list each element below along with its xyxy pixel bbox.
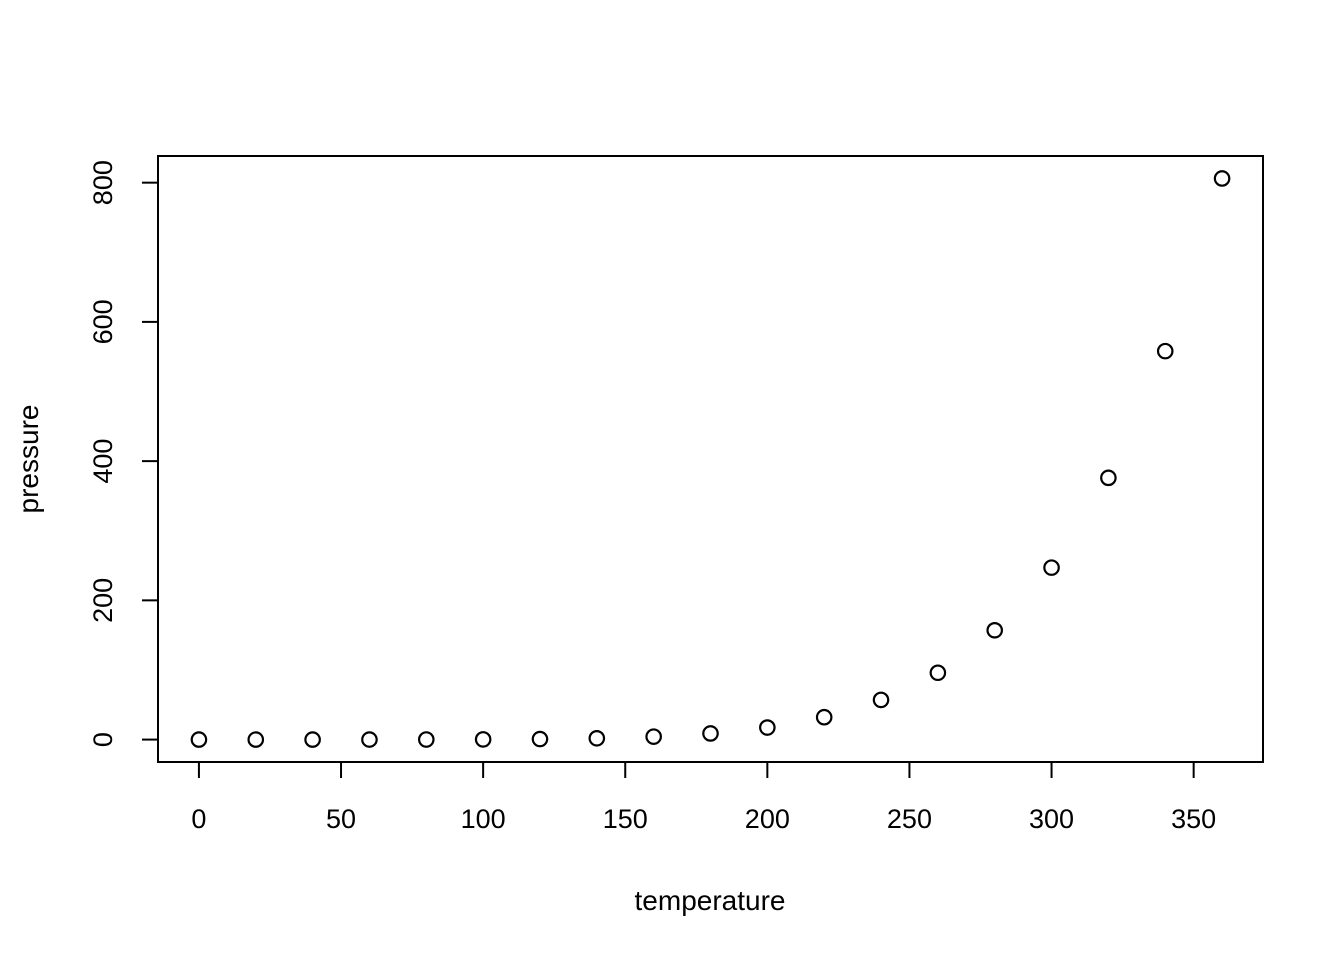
data-point-marker: [986, 621, 1004, 639]
data-point-marker: [304, 731, 321, 748]
data-point-marker: [1100, 469, 1117, 487]
x-axis-title: temperature: [635, 885, 786, 916]
data-point-marker: [815, 708, 833, 726]
data-point-marker: [759, 719, 776, 736]
x-tick-label: 200: [745, 804, 790, 834]
y-tick-label: 800: [88, 160, 118, 205]
y-tick-label: 200: [88, 578, 118, 623]
data-point-marker: [417, 731, 435, 748]
data-point-marker: [247, 731, 265, 748]
y-tick-label: 0: [88, 732, 118, 747]
plot-border: [157, 155, 1264, 763]
y-tick-label: 600: [88, 299, 118, 344]
data-point-marker: [1043, 559, 1060, 576]
data-point-marker: [929, 664, 947, 682]
x-tick-label: 350: [1171, 804, 1216, 834]
data-point-marker: [190, 731, 208, 748]
x-tick-label: 250: [887, 804, 932, 834]
data-point-marker: [361, 731, 378, 748]
data-point-marker: [702, 725, 719, 742]
data-point-marker: [474, 731, 492, 748]
data-point-marker: [1213, 170, 1231, 187]
data-point-marker: [872, 691, 890, 709]
x-tick-label: 50: [326, 804, 356, 834]
y-tick-label: 400: [88, 439, 118, 484]
data-point-marker: [531, 730, 549, 748]
x-tick-label: 100: [461, 804, 506, 834]
data-point-marker: [588, 729, 606, 747]
data-point-marker: [1156, 342, 1174, 360]
data-point-marker: [645, 728, 662, 745]
x-tick-label: 0: [191, 804, 206, 834]
x-tick-label: 150: [603, 804, 648, 834]
plot-area: 0 50 100 150 200 250 300 350 0 200 400 600 800: [88, 155, 1264, 834]
x-tick-label: 300: [1029, 804, 1074, 834]
y-axis-title: pressure: [13, 405, 44, 514]
